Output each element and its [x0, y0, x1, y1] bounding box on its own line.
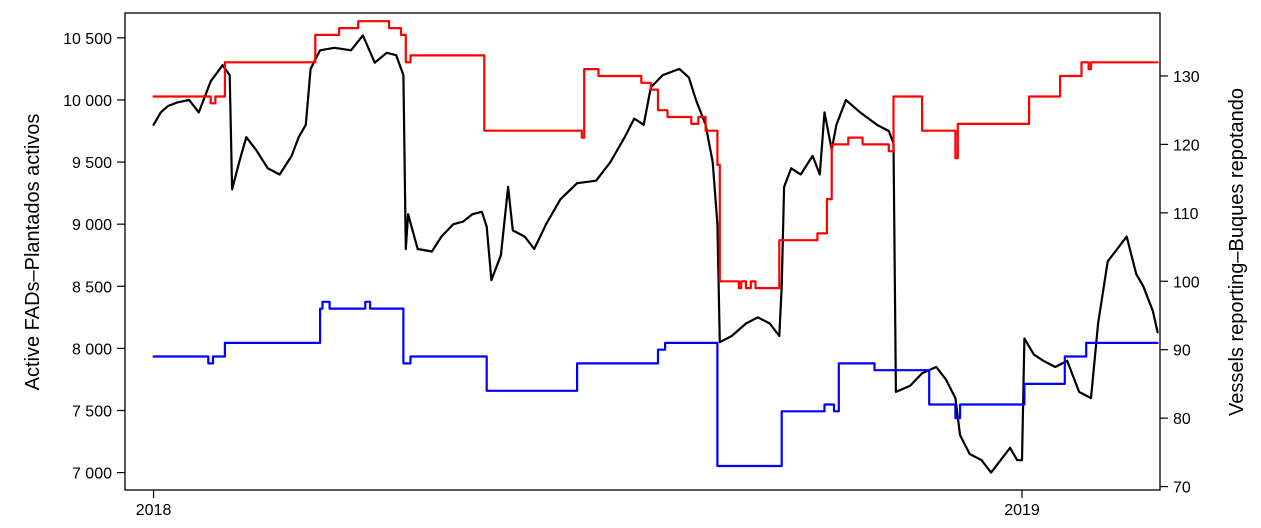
y-left-tick-label: 10 500: [63, 31, 112, 48]
y-left-tick-label: 8 500: [72, 279, 112, 296]
y-right-tick-label: 90: [1173, 343, 1191, 360]
y-right-tick-label: 120: [1173, 137, 1200, 154]
y-right-tick-label: 110: [1173, 206, 1199, 223]
y-left-tick-label: 8 000: [72, 341, 112, 358]
series-line-red: [152, 20, 1159, 290]
y-right-tick-label: 100: [1173, 274, 1200, 291]
y-left-tick-label: 7 000: [72, 466, 112, 483]
y-right-tick-label: 130: [1173, 69, 1200, 86]
plot-frame: [124, 12, 1161, 491]
y-right-tick-label: 70: [1173, 480, 1191, 497]
y-left-tick-label: 9 000: [72, 217, 112, 234]
y-axis-left: 7 000 7 500 8 000 8 500 9 000 9 500 10 000 10 5…: [63, 31, 125, 483]
y-left-tick-label: 7 500: [72, 404, 112, 421]
x-tick-label: 2019: [1004, 502, 1040, 519]
y-left-tick-label: 10 000: [63, 93, 112, 110]
series-line-black: [152, 34, 1159, 474]
series-line-blue: [152, 300, 1159, 468]
y-axis-left-label: Active FADs–Plantados activos: [22, 114, 44, 391]
y-axis-right-label: Vessels reporting–Buques repotando: [1226, 88, 1248, 416]
y-axis-right: 70 80 90 100 110 120 130: [1160, 69, 1200, 497]
x-tick-label: 2018: [136, 502, 172, 519]
x-axis: 2018 2019: [136, 490, 1040, 519]
series-layer: [152, 20, 1159, 474]
y-left-tick-label: 9 500: [72, 155, 112, 172]
y-right-tick-label: 80: [1173, 411, 1191, 428]
